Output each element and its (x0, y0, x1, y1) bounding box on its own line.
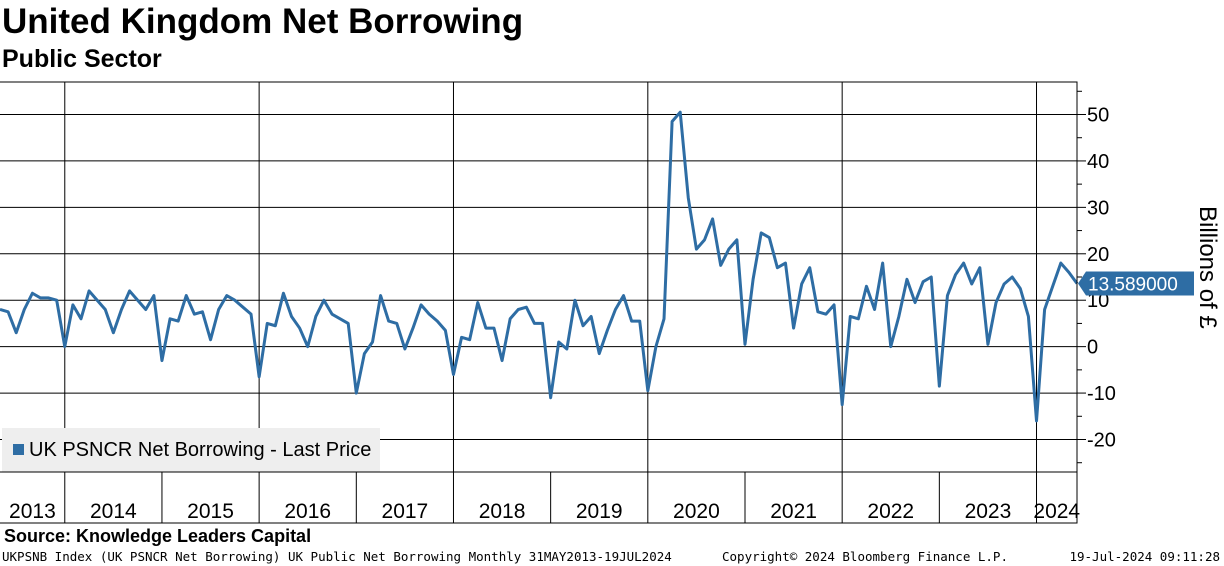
x-tick-label-year: 2022 (867, 500, 914, 523)
x-axis: 2013 2014 2015 2016 2017 2018 2019 2020 2021 2022… (0, 471, 1080, 523)
series-line-uk-psncr (0, 110, 1079, 423)
y-tick-label: -10 (1087, 383, 1116, 405)
x-tick-label-year: 2023 (965, 500, 1012, 523)
chart-title: United Kingdom Net Borrowing (2, 2, 524, 41)
x-tick-label-year: 2024 (1033, 500, 1080, 523)
y-tick-label: 10 (1087, 290, 1109, 312)
x-tick-label-year: 2014 (90, 500, 137, 523)
y-tick-label: 50 (1087, 105, 1109, 127)
y-axis-label: Billions of £ (1194, 206, 1221, 329)
source-note: Source: Knowledge Leaders Capital (4, 526, 312, 546)
x-tick-label-year: 2015 (187, 500, 234, 523)
x-tick-label-year: 2013 (9, 500, 56, 523)
y-tick-label: 0 (1087, 337, 1098, 359)
x-tick-label-year: 2016 (284, 500, 331, 523)
last-value-badge: 13.589000 (1078, 271, 1194, 296)
last-value-badge-shape (1078, 271, 1194, 296)
legend-swatch (13, 444, 24, 455)
legend-label: UK PSNCR Net Borrowing - Last Price (29, 439, 371, 461)
y-tick-label: 20 (1087, 244, 1109, 266)
legend: UK PSNCR Net Borrowing - Last Price (2, 428, 380, 472)
x-tick-label-year: 2017 (382, 500, 429, 523)
horizontal-gridlines (0, 114, 1077, 440)
last-value-label: 13.589000 (1088, 275, 1178, 296)
footer-description: UKPSNB Index (UK PSNCR Net Borrowing) UK… (2, 549, 672, 564)
x-tick-label-year: 2021 (770, 500, 817, 523)
x-tick-label-year: 2019 (576, 500, 623, 523)
chart-subtitle: Public Sector (2, 45, 162, 73)
y-tick-label: -20 (1087, 430, 1116, 452)
y-tick-label: 40 (1087, 151, 1109, 173)
y-tick-label: 30 (1087, 197, 1109, 219)
x-tick-label-year: 2020 (673, 500, 720, 523)
x-tick-label-year: 2018 (479, 500, 526, 523)
y-axis: -20 -10 0 10 20 30 40 50 (1076, 82, 1116, 472)
footer-timestamp: 19-Jul-2024 09:11:28 (1069, 549, 1220, 564)
footer-copyright: Copyright© 2024 Bloomberg Finance L.P. (722, 549, 1008, 564)
legend-background (2, 428, 380, 472)
